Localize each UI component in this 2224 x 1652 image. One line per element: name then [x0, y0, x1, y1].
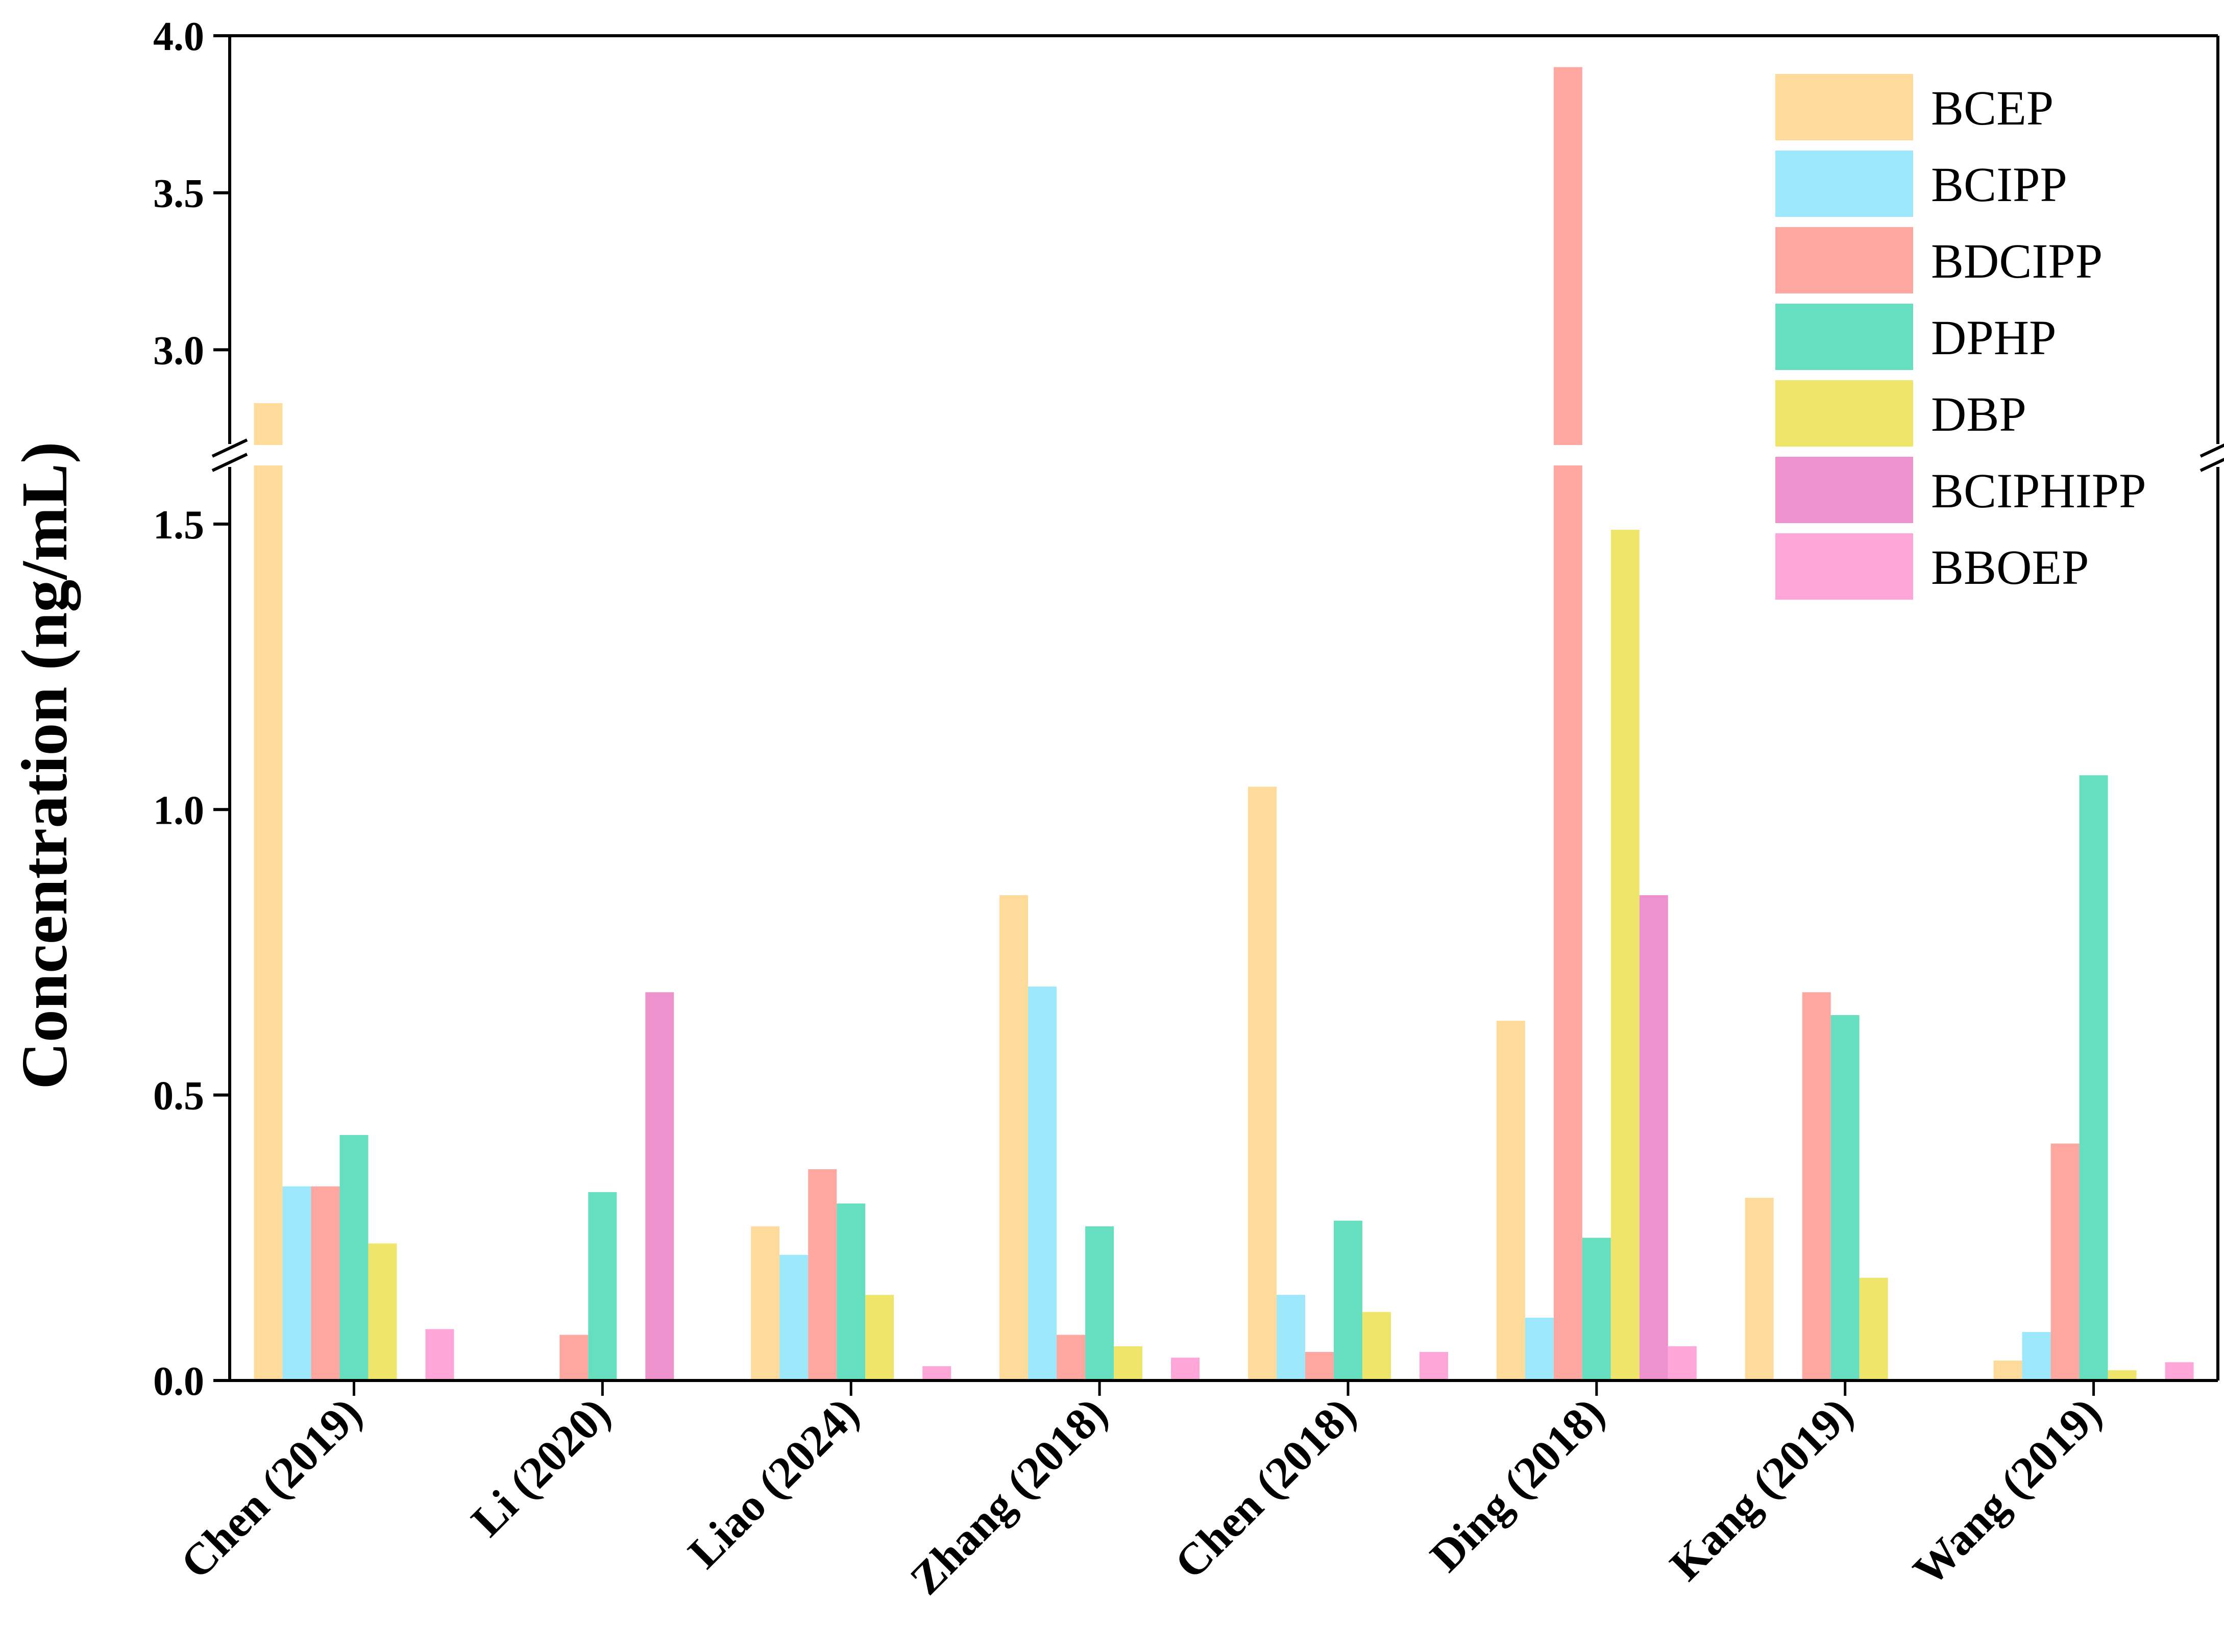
bar-bdcipp-3	[1057, 1335, 1086, 1380]
bar-dphp-4	[1333, 1220, 1362, 1380]
y-tick-label: 0.5	[153, 1074, 204, 1119]
y-tick-label: 0.0	[153, 1359, 204, 1404]
bar-dbp-6	[1859, 1277, 1888, 1380]
legend-swatch-dphp	[1775, 304, 1913, 370]
x-tick-label: Zhang (2018)	[901, 1389, 1117, 1605]
bar-dbp-4	[1362, 1312, 1391, 1380]
legend-swatch-bdcipp	[1775, 227, 1913, 293]
legend-label-bboep: BBOEP	[1931, 540, 2089, 595]
bar-dbp-3	[1114, 1346, 1143, 1380]
bar-bcep-5	[1496, 1021, 1525, 1380]
bar-bdcipp-0	[311, 1186, 340, 1380]
y-tick-label: 3.5	[153, 171, 204, 216]
bar-bdcipp-4	[1305, 1352, 1334, 1380]
bar-dbp-7	[2108, 1370, 2137, 1380]
legend-swatch-bcipp	[1775, 151, 1913, 217]
bar-bcep-7	[1993, 1360, 2022, 1380]
legend-swatch-dbp	[1775, 380, 1913, 447]
right-break-mark	[2199, 443, 2224, 458]
bar-dphp-5	[1582, 1238, 1611, 1380]
bar-bcipp-7	[2022, 1332, 2051, 1380]
y-axis-break-mark	[211, 438, 248, 458]
bar-bcipp-3	[1028, 987, 1057, 1380]
axis-break-mask	[225, 445, 2224, 465]
legend-label-dbp: DBP	[1931, 387, 2026, 441]
y-tick-label: 1.0	[153, 788, 204, 833]
x-tick-label: Ding (2018)	[1421, 1389, 1614, 1582]
bar-bboep-0	[425, 1329, 454, 1380]
x-tick-label: Chen (2019)	[172, 1389, 372, 1589]
legend-label-bdcipp: BDCIPP	[1931, 234, 2103, 288]
bar-dphp-2	[837, 1203, 866, 1380]
bar-dbp-0	[368, 1243, 397, 1380]
bar-bdcipp-1	[559, 1335, 589, 1380]
bar-bboep-4	[1419, 1352, 1448, 1380]
bar-dbp-5	[1610, 530, 1640, 1380]
y-tick-label: 4.0	[153, 14, 204, 59]
y-axis-break-mark	[211, 453, 248, 472]
bar-bcep-2	[751, 1226, 780, 1380]
x-tick-label: Chen (2018)	[1165, 1389, 1365, 1589]
legend: BCEP BCIPP BDCIPP DPHP DBP BCIPHIPP BBOEP	[1775, 74, 2146, 600]
bar-bdcipp-6	[1802, 992, 1831, 1380]
bar-bcipp-4	[1276, 1295, 1305, 1380]
legend-swatch-bboep	[1775, 533, 1913, 600]
bar-bdcipp-7	[2050, 1143, 2080, 1380]
bar-bciphipp-1	[645, 992, 674, 1380]
bars-layer	[254, 67, 2194, 1380]
bar-bcep-6	[1745, 1198, 1774, 1380]
legend-swatch-bciphipp	[1775, 457, 1913, 523]
bar-dphp-1	[588, 1192, 617, 1380]
bar-bciphipp-5	[1639, 895, 1668, 1380]
legend-swatch-bcep	[1775, 74, 1913, 140]
bar-dphp-7	[2079, 775, 2108, 1380]
axis-break-gap	[225, 445, 2224, 465]
bar-bboep-2	[922, 1366, 951, 1380]
bar-bcep-0	[254, 403, 283, 1380]
x-tick-label: Wang (2019)	[1904, 1389, 2111, 1596]
bar-bcep-4	[1248, 786, 1277, 1380]
bar-dphp-6	[1830, 1015, 1860, 1380]
bar-bboep-7	[2165, 1362, 2194, 1380]
x-tick-label: Kang (2019)	[1661, 1389, 1863, 1590]
right-break-mark	[2199, 458, 2224, 472]
bar-bcep-3	[999, 895, 1029, 1380]
bar-dbp-2	[865, 1295, 894, 1380]
legend-label-bciphipp: BCIPHIPP	[1931, 463, 2146, 518]
y-axis-title: Concentration (ng/mL)	[8, 441, 81, 1089]
bar-dphp-0	[339, 1135, 369, 1380]
x-tick-label: Li (2020)	[462, 1389, 620, 1546]
x-tick-label: Liao (2024)	[679, 1389, 868, 1578]
bar-bdcipp-2	[808, 1169, 837, 1380]
bar-bcipp-2	[779, 1254, 809, 1380]
bar-bboep-5	[1668, 1346, 1697, 1380]
bar-bcipp-5	[1525, 1317, 1554, 1380]
bar-dphp-3	[1085, 1226, 1114, 1380]
bar-bdcipp-5	[1553, 67, 1582, 1380]
legend-label-dphp: DPHP	[1931, 310, 2056, 365]
bar-bcipp-0	[282, 1186, 311, 1380]
y-tick-label: 1.5	[153, 503, 204, 548]
bar-bboep-3	[1171, 1358, 1200, 1380]
y-tick-label: 3.0	[153, 328, 204, 373]
legend-label-bcipp: BCIPP	[1931, 157, 2067, 212]
legend-label-bcep: BCEP	[1931, 81, 2054, 135]
